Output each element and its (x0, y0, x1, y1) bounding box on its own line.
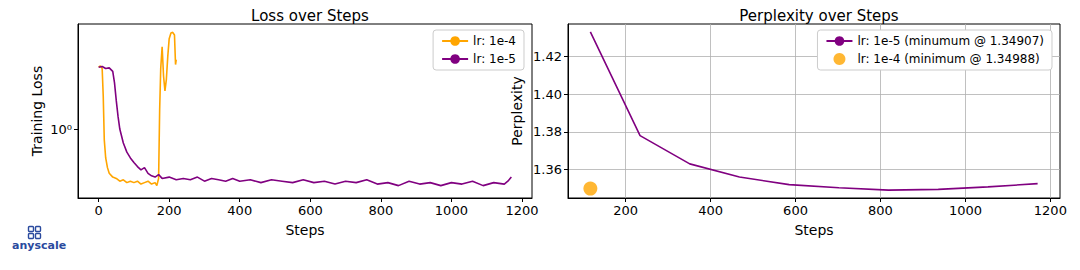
svg-text:1.38: 1.38 (533, 124, 562, 139)
svg-text:Perplexity over Steps: Perplexity over Steps (739, 7, 899, 25)
svg-text:Training Loss: Training Loss (29, 66, 45, 157)
svg-text:1200: 1200 (505, 203, 538, 218)
svg-text:1.42: 1.42 (533, 49, 562, 64)
svg-text:Perplexity: Perplexity (509, 76, 525, 145)
svg-text:lr: 1e-4: lr: 1e-4 (473, 34, 516, 48)
svg-text:lr: 1e-5: lr: 1e-5 (473, 52, 516, 66)
svg-text:1000: 1000 (949, 203, 982, 218)
svg-text:0: 0 (94, 203, 102, 218)
svg-text:anyscale: anyscale (12, 239, 66, 252)
svg-text:1000: 1000 (435, 203, 468, 218)
svg-text:800: 800 (868, 203, 893, 218)
svg-text:200: 200 (157, 203, 182, 218)
svg-text:10⁰: 10⁰ (50, 122, 72, 137)
svg-text:400: 400 (698, 203, 723, 218)
svg-text:1.40: 1.40 (533, 87, 562, 102)
svg-text:1200: 1200 (1034, 203, 1067, 218)
svg-text:800: 800 (368, 203, 393, 218)
svg-text:1.36: 1.36 (533, 162, 562, 177)
svg-text:Loss over Steps: Loss over Steps (251, 7, 369, 25)
svg-text:lr: 1e-4 (minimum @ 1.34988): lr: 1e-4 (minimum @ 1.34988) (857, 52, 1039, 66)
svg-text:200: 200 (613, 203, 638, 218)
svg-text:400: 400 (227, 203, 252, 218)
svg-text:600: 600 (783, 203, 808, 218)
svg-text:Steps: Steps (285, 222, 324, 238)
svg-text:600: 600 (298, 203, 323, 218)
svg-text:Steps: Steps (794, 222, 833, 238)
svg-text:lr: 1e-5 (minumum @ 1.34907): lr: 1e-5 (minumum @ 1.34907) (857, 34, 1044, 48)
